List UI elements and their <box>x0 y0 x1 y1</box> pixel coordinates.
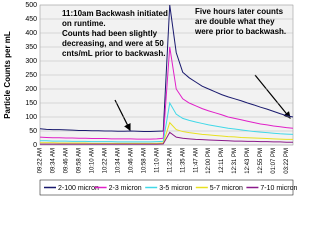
x-tick-label: 09:34 AM <box>51 148 57 173</box>
x-tick-label: 12:55 PM <box>258 148 264 174</box>
annotation: Five hours later counts <box>195 7 284 16</box>
x-tick-label: 12:11 PM <box>219 148 225 173</box>
x-tick-label: 10:22 AM <box>102 148 108 173</box>
annotation: on runtime. <box>62 19 106 28</box>
arrow <box>254 74 291 119</box>
y-tick-label: 100 <box>25 114 37 121</box>
x-tick-label: 01:07 PM <box>271 148 277 174</box>
legend <box>39 179 294 196</box>
legend-label: 2-3 micron <box>109 185 142 192</box>
y-tick-label: 150 <box>25 100 37 107</box>
series-line <box>40 131 293 145</box>
arrow <box>114 99 131 132</box>
series-line <box>40 101 294 143</box>
y-tick-label: 450 <box>25 16 37 23</box>
annotation: were prior to backwash. <box>194 27 286 36</box>
series-line <box>39 46 294 140</box>
y-tick-label: 400 <box>25 30 37 37</box>
x-tick-label: 11:35 AM <box>180 148 186 173</box>
x-tick-label: 11:22 AM <box>167 148 173 173</box>
x-tick-label: 11:10 AM <box>154 148 160 173</box>
y-tick-label: 0 <box>33 142 37 149</box>
legend-label: 5-7 micron <box>210 185 243 192</box>
series-line <box>39 4 294 133</box>
y-tick-label: 300 <box>25 58 37 65</box>
x-tick-label: 11:47 AM <box>193 148 199 173</box>
x-tick-label: 12:43 PM <box>245 148 251 174</box>
y-tick-label: 200 <box>25 86 37 93</box>
y-tick-label: 250 <box>25 72 37 79</box>
x-tick-label: 12:00 PM <box>206 148 212 174</box>
legend-label: 2-100 micron <box>58 185 99 192</box>
x-tick-label: 10:10 AM <box>89 148 95 173</box>
annotation: are double what they <box>195 17 275 26</box>
legend-label: 7-10 micron <box>260 185 297 192</box>
annotation: cnts/mL prior to backwash. <box>62 49 165 58</box>
x-tick-label: 12:31 PM <box>232 148 238 174</box>
y-axis-label: Particle Counts per mL <box>3 31 12 119</box>
y-tick-label: 350 <box>25 44 37 51</box>
legend-label: 3-5 micron <box>159 185 192 192</box>
x-tick-label: 10:34 AM <box>115 148 121 173</box>
series-line <box>40 121 293 144</box>
x-tick-label: 10:58 AM <box>141 148 147 173</box>
y-tick-label: 500 <box>25 2 37 9</box>
x-tick-label: 09:46 AM <box>64 148 70 173</box>
x-tick-label: 09:22 AM <box>38 148 44 173</box>
y-tick-label: 50 <box>29 128 37 135</box>
chart: Particle Counts per mL 0 50 100 150 200 250 30… <box>3 2 297 196</box>
annotation: Counts had been slightly <box>62 29 158 38</box>
annotation: 11:10am Backwash initiated <box>62 9 168 18</box>
x-tick-label: 03:22 PM <box>284 148 290 174</box>
annotation: decreasing, and were at 50 <box>62 39 164 48</box>
x-tick-label: 10:46 AM <box>128 148 134 173</box>
x-tick-label: 09:58 AM <box>77 148 83 173</box>
